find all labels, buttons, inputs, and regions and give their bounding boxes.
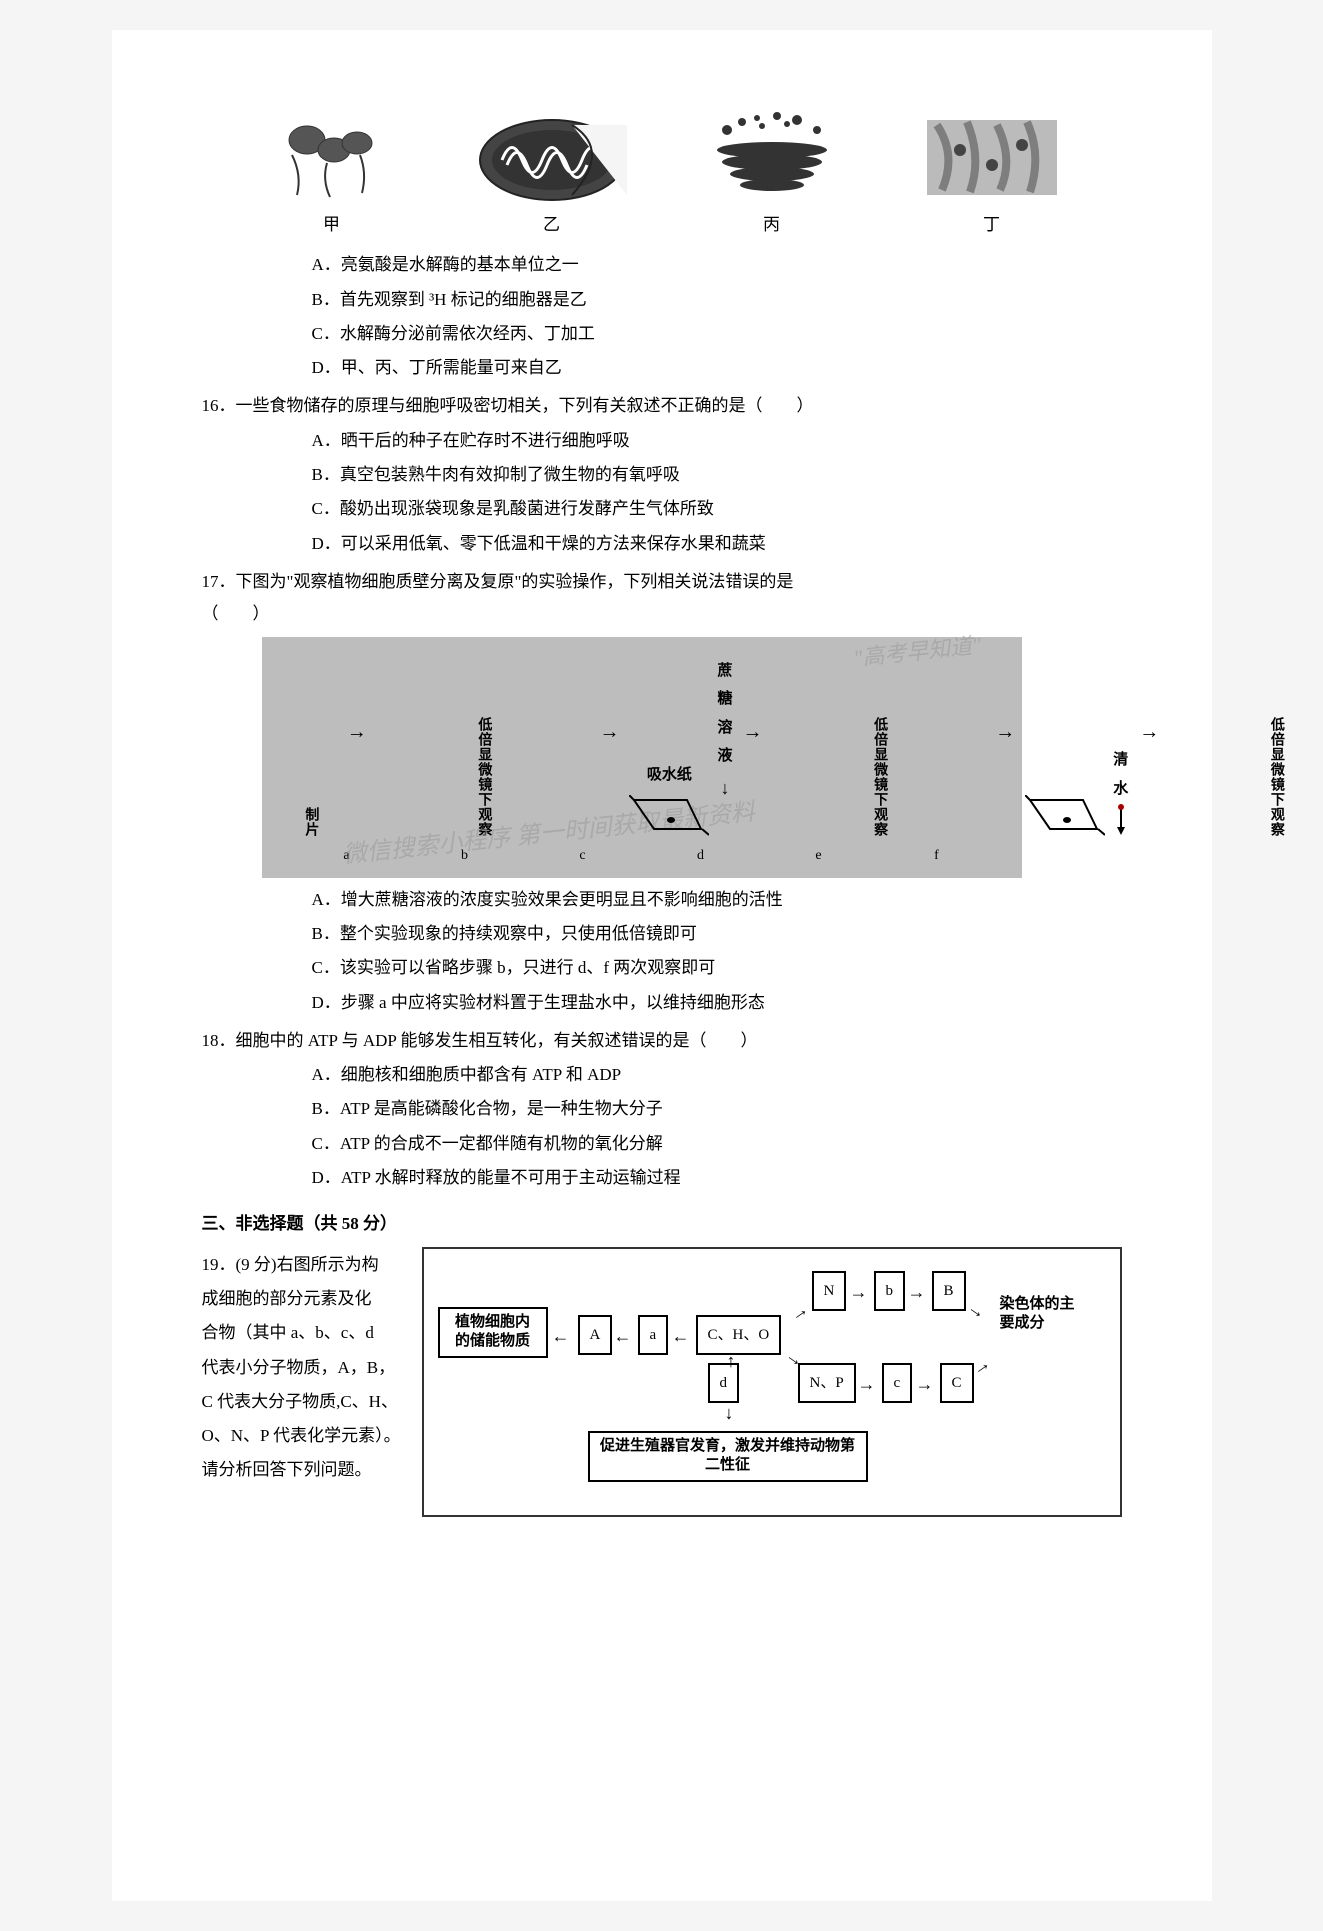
node-hormone: 促进生殖器官发育，激发并维持动物第二性征 — [588, 1431, 868, 1482]
arrow-icon: ← — [716, 1353, 750, 1371]
q17-options: A．增大蔗糖溶液的浓度实验效果会更明显且不影响细胞的活性 B．整个实验现象的持续… — [202, 884, 1122, 1019]
fig-mito-img — [472, 110, 632, 205]
fig-ribosome-img — [272, 115, 392, 205]
dish-c — [629, 795, 709, 837]
dish-e — [1025, 795, 1105, 837]
q19-l5: C 代表大分子物质,C、H、 — [202, 1386, 402, 1418]
q19-l6: O、N、P 代表化学元素）。 — [202, 1420, 402, 1452]
q19-l1: 19．(9 分)右图所示为构 — [202, 1249, 402, 1281]
arrow-icon: → — [995, 713, 1015, 781]
fig-er: 丁 — [882, 110, 1102, 241]
q16-opt-b: B．真空包装熟牛肉有效抑制了微生物的有氧呼吸 — [312, 459, 1122, 491]
exp-lbl-d: d — [642, 843, 760, 870]
node-c: c — [882, 1363, 913, 1404]
exp-paper: 吸水纸 — [647, 761, 692, 790]
q17-opt-a: A．增大蔗糖溶液的浓度实验效果会更明显且不影响细胞的活性 — [312, 884, 1122, 916]
q15-opt-b: B．首先观察到 ³H 标记的细胞器是乙 — [312, 284, 1122, 316]
node-A: A — [578, 1315, 613, 1356]
node-np: N、P — [798, 1363, 856, 1404]
arrow-icon: → — [742, 713, 762, 781]
q16-opt-a: A．晒干后的种子在贮存时不进行细胞呼吸 — [312, 425, 1122, 457]
q19-l3: 合物（其中 a、b、c、d — [202, 1317, 402, 1349]
exp-lbl-f: f — [878, 843, 996, 870]
q15-options: A．亮氨酸是水解酶的基本单位之一 B．首先观察到 ³H 标记的细胞器是乙 C．水… — [202, 249, 1122, 384]
node-B: B — [932, 1271, 966, 1312]
exp-water: 清水 — [1113, 746, 1129, 803]
node-plant: 植物细胞内的储能物质 — [438, 1307, 548, 1358]
node-chrom: 染色体的主要成分 — [1000, 1295, 1076, 1334]
arrow-icon: → — [908, 1275, 926, 1309]
q17-opt-b: B．整个实验现象的持续观察中，只使用低倍镜即可 — [312, 918, 1122, 950]
q17-opt-d: D．步骤 a 中应将实验材料置于生理盐水中，以维持细胞形态 — [312, 987, 1122, 1019]
arrow-icon: → — [850, 1275, 868, 1309]
arrow-icon: → — [714, 1405, 748, 1423]
q18-opt-d: D．ATP 水解时释放的能量不可用于主动运输过程 — [312, 1162, 1122, 1194]
q19-text: 19．(9 分)右图所示为构 成细胞的部分元素及化 合物（其中 a、b、c、d … — [202, 1247, 402, 1489]
node-b: b — [874, 1271, 906, 1312]
q19-block: 19．(9 分)右图所示为构 成细胞的部分元素及化 合物（其中 a、b、c、d … — [202, 1247, 1122, 1517]
arrow-icon: → — [916, 1367, 934, 1401]
fig-label-c: 丙 — [763, 209, 780, 241]
q16-opt-d: D．可以采用低氧、零下低温和干燥的方法来保存水果和蔬菜 — [312, 528, 1122, 560]
q15-opt-c: C．水解酶分泌前需依次经丙、丁加工 — [312, 318, 1122, 350]
q19-flowchart: 植物细胞内的储能物质 ← A ← a ← C、H、O N → → b → B N… — [422, 1247, 1122, 1517]
fig-golgi-img — [702, 110, 842, 205]
node-a: a — [638, 1315, 669, 1356]
section-header: 三、非选择题（共 58 分） — [202, 1208, 1122, 1240]
node-N: N — [812, 1271, 847, 1312]
arrow-icon: ← — [552, 1319, 570, 1353]
exp-low-d: 低倍显微镜下观察 — [866, 717, 893, 837]
node-C: C — [940, 1363, 974, 1404]
fig-golgi: 丙 — [662, 110, 882, 241]
exp-sucrose: 蔗糖溶液 — [717, 657, 732, 771]
arrow-icon: → — [1139, 713, 1159, 781]
q19-l2: 成细胞的部分元素及化 — [202, 1283, 402, 1315]
arrow-icon: ← — [672, 1319, 690, 1353]
exp-slide: 制片 — [297, 807, 324, 837]
exp-low-f: 低倍显微镜下观察 — [1262, 717, 1289, 837]
q19-l4: 代表小分子物质，A，B， — [202, 1352, 402, 1384]
fig-mitochondrion: 乙 — [442, 110, 662, 241]
arrow-icon: → — [858, 1367, 876, 1401]
q19-l7: 请分析回答下列问题。 — [202, 1454, 402, 1486]
q17-stem: 17．下图为"观察植物细胞质壁分离及复原"的实验操作，下列相关说法错误的是 — [202, 566, 1122, 598]
q15-opt-a: A．亮氨酸是水解酶的基本单位之一 — [312, 249, 1122, 281]
q16-stem: 16．一些食物储存的原理与细胞呼吸密切相关，下列有关叙述不正确的是（ ） — [202, 390, 1122, 422]
fig-label-b: 乙 — [543, 209, 560, 241]
q16-options: A．晒干后的种子在贮存时不进行细胞呼吸 B．真空包装熟牛肉有效抑制了微生物的有氧… — [202, 425, 1122, 560]
q18-stem: 18．细胞中的 ATP 与 ADP 能够发生相互转化，有关叙述错误的是（ ） — [202, 1025, 1122, 1057]
arrow-icon: → — [599, 713, 619, 781]
q18-opt-c: C．ATP 的合成不一定都伴随有机物的氧化分解 — [312, 1128, 1122, 1160]
fig-label-a: 甲 — [323, 209, 340, 241]
q15-opt-d: D．甲、丙、丁所需能量可来自乙 — [312, 352, 1122, 384]
q18-options: A．细胞核和细胞质中都含有 ATP 和 ADP B．ATP 是高能磷酸化合物，是… — [202, 1059, 1122, 1194]
q17-paren: （ ） — [202, 598, 1122, 630]
experiment-diagram: "高考早知道" 微信搜索小程序 第一时间获取最新资料 x 制片 → x 低倍显微… — [262, 637, 1022, 878]
q18-opt-a: A．细胞核和细胞质中都含有 ATP 和 ADP — [312, 1059, 1122, 1091]
node-cho: C、H、O — [696, 1315, 782, 1356]
exp-lbl-e: e — [760, 843, 878, 870]
q16-opt-c: C．酸奶出现涨袋现象是乳酸菌进行发酵产生气体所致 — [312, 493, 1122, 525]
q17-opt-c: C．该实验可以省略步骤 b，只进行 d、f 两次观察即可 — [312, 952, 1122, 984]
arrow-icon: ← — [614, 1319, 632, 1353]
fig-label-d: 丁 — [983, 209, 1000, 241]
q18-opt-b: B．ATP 是高能磷酸化合物，是一种生物大分子 — [312, 1093, 1122, 1125]
arrow-icon: → — [347, 713, 367, 781]
fig-er-img — [922, 110, 1062, 205]
organelle-figures: 甲 乙 — [202, 110, 1122, 241]
fig-ribosome: 甲 — [222, 115, 442, 241]
